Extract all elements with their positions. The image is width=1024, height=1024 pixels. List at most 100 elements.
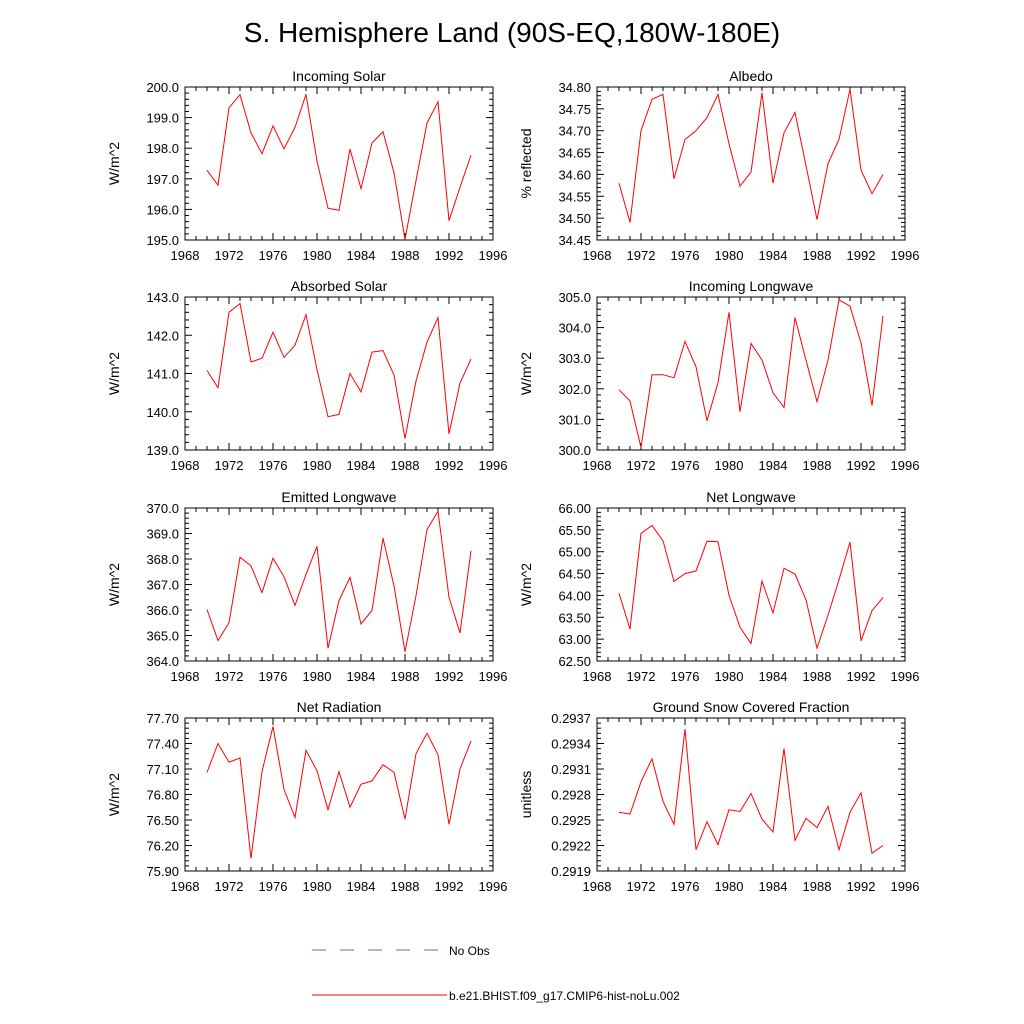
y-tick-label: 0.2919 bbox=[551, 864, 591, 879]
x-tick-label: 1968 bbox=[583, 248, 612, 263]
x-tick-label: 1996 bbox=[479, 458, 508, 473]
legend: No Obs b.e21.BHIST.f09_g17.CMIP6-hist-noL… bbox=[312, 944, 680, 1003]
y-tick-label: 34.70 bbox=[558, 124, 591, 139]
x-tick-label: 1996 bbox=[479, 669, 508, 684]
x-tick-label: 1972 bbox=[627, 458, 656, 473]
y-tick-label: 141.0 bbox=[146, 367, 179, 382]
x-tick-label: 1988 bbox=[391, 458, 420, 473]
legend-entry: No Obs bbox=[312, 944, 490, 958]
legend-entry: b.e21.BHIST.f09_g17.CMIP6-hist-noLu.002 bbox=[312, 989, 680, 1003]
panel-title: Absorbed Solar bbox=[291, 278, 388, 294]
panel-title: Albedo bbox=[729, 68, 773, 84]
x-tick-label: 1992 bbox=[847, 669, 876, 684]
x-tick-label: 1984 bbox=[759, 669, 788, 684]
x-tick-label: 1968 bbox=[171, 458, 200, 473]
x-tick-label: 1980 bbox=[303, 248, 332, 263]
x-tick-label: 1980 bbox=[715, 879, 744, 894]
panel-title: Incoming Longwave bbox=[689, 278, 814, 294]
y-tick-label: 198.0 bbox=[146, 141, 179, 156]
x-tick-label: 1984 bbox=[759, 879, 788, 894]
x-tick-label: 1988 bbox=[803, 879, 832, 894]
panels: Incoming Solar W/m^2 1968 1972 1976 1980 1984 1… bbox=[106, 68, 919, 894]
plot-frame bbox=[596, 507, 906, 662]
y-tick-label: 199.0 bbox=[146, 111, 179, 126]
chart-panel: Emitted Longwave W/m^2 1968 1972 1976 1980 198… bbox=[106, 489, 507, 684]
y-tick-label: 76.80 bbox=[146, 788, 179, 803]
y-tick-label: 76.50 bbox=[146, 813, 179, 828]
x-tick-label: 1992 bbox=[435, 248, 464, 263]
x-tick-label: 1980 bbox=[715, 458, 744, 473]
y-tick-label: 0.2937 bbox=[551, 711, 591, 726]
x-tick-label: 1992 bbox=[435, 669, 464, 684]
y-tick-label: 34.45 bbox=[558, 233, 591, 248]
x-tick-label: 1996 bbox=[891, 248, 920, 263]
y-tick-label: 0.2931 bbox=[551, 762, 591, 777]
y-tick-label: 64.50 bbox=[558, 567, 591, 582]
x-tick-label: 1996 bbox=[479, 879, 508, 894]
y-tick-label: 301.0 bbox=[558, 412, 591, 427]
x-tick-label: 1992 bbox=[847, 248, 876, 263]
x-tick-label: 1972 bbox=[627, 669, 656, 684]
y-tick-label: 140.0 bbox=[146, 405, 179, 420]
x-tick-label: 1992 bbox=[435, 879, 464, 894]
x-tick-label: 1992 bbox=[847, 879, 876, 894]
y-axis-label: unitless bbox=[518, 771, 534, 818]
x-tick-label: 1988 bbox=[391, 879, 420, 894]
x-tick-label: 1992 bbox=[847, 458, 876, 473]
y-tick-label: 365.0 bbox=[146, 629, 179, 644]
y-tick-label: 370.0 bbox=[146, 501, 179, 516]
series-line bbox=[206, 93, 472, 240]
y-tick-label: 0.2928 bbox=[551, 788, 591, 803]
x-tick-label: 1976 bbox=[259, 248, 288, 263]
series-line bbox=[618, 524, 884, 651]
y-tick-label: 0.2934 bbox=[551, 737, 591, 752]
y-tick-label: 65.50 bbox=[558, 523, 591, 538]
x-tick-label: 1980 bbox=[303, 458, 332, 473]
y-tick-label: 0.2922 bbox=[551, 839, 591, 854]
panel-title: Net Longwave bbox=[706, 489, 796, 505]
x-tick-label: 1984 bbox=[347, 458, 376, 473]
chart-panel: Incoming Longwave W/m^2 1968 1972 1976 1980 19… bbox=[518, 278, 919, 473]
x-tick-label: 1996 bbox=[479, 248, 508, 263]
y-tick-label: 303.0 bbox=[558, 351, 591, 366]
legend-label: No Obs bbox=[449, 944, 490, 958]
y-tick-label: 305.0 bbox=[558, 290, 591, 305]
x-tick-label: 1984 bbox=[759, 458, 788, 473]
panel-title: Incoming Solar bbox=[292, 68, 386, 84]
x-tick-label: 1976 bbox=[671, 669, 700, 684]
y-tick-label: 77.10 bbox=[146, 762, 179, 777]
y-axis-label: W/m^2 bbox=[518, 563, 534, 606]
x-tick-label: 1980 bbox=[303, 879, 332, 894]
x-tick-label: 1976 bbox=[671, 458, 700, 473]
series-line bbox=[206, 302, 472, 439]
x-tick-label: 1988 bbox=[803, 248, 832, 263]
y-tick-label: 366.0 bbox=[146, 603, 179, 618]
x-tick-label: 1980 bbox=[715, 669, 744, 684]
x-tick-label: 1984 bbox=[347, 669, 376, 684]
y-tick-label: 302.0 bbox=[558, 382, 591, 397]
y-tick-label: 76.20 bbox=[146, 839, 179, 854]
plot-frame bbox=[184, 86, 494, 241]
x-tick-label: 1972 bbox=[627, 248, 656, 263]
chart-panel: Net Longwave W/m^2 1968 1972 1976 1980 1984 198… bbox=[518, 489, 919, 684]
y-tick-label: 64.00 bbox=[558, 588, 591, 603]
plot-frame bbox=[596, 296, 906, 451]
x-tick-label: 1972 bbox=[215, 458, 244, 473]
y-tick-label: 63.00 bbox=[558, 632, 591, 647]
series-line bbox=[618, 89, 884, 223]
y-tick-label: 34.50 bbox=[558, 211, 591, 226]
y-axis-label: % reflected bbox=[518, 128, 534, 198]
x-tick-label: 1976 bbox=[671, 879, 700, 894]
y-tick-label: 62.50 bbox=[558, 654, 591, 669]
x-tick-label: 1992 bbox=[435, 458, 464, 473]
chart-panel: Absorbed Solar W/m^2 1968 1972 1976 1980 1984 1… bbox=[106, 278, 507, 473]
panel-title: Net Radiation bbox=[297, 699, 382, 715]
y-tick-label: 65.00 bbox=[558, 545, 591, 560]
chart-panel: Net Radiation W/m^2 1968 1972 1976 1980 1984 19… bbox=[106, 699, 507, 894]
y-tick-label: 300.0 bbox=[558, 443, 591, 458]
y-tick-label: 0.2925 bbox=[551, 813, 591, 828]
x-tick-label: 1972 bbox=[215, 879, 244, 894]
y-tick-label: 367.0 bbox=[146, 578, 179, 593]
x-tick-label: 1988 bbox=[803, 458, 832, 473]
